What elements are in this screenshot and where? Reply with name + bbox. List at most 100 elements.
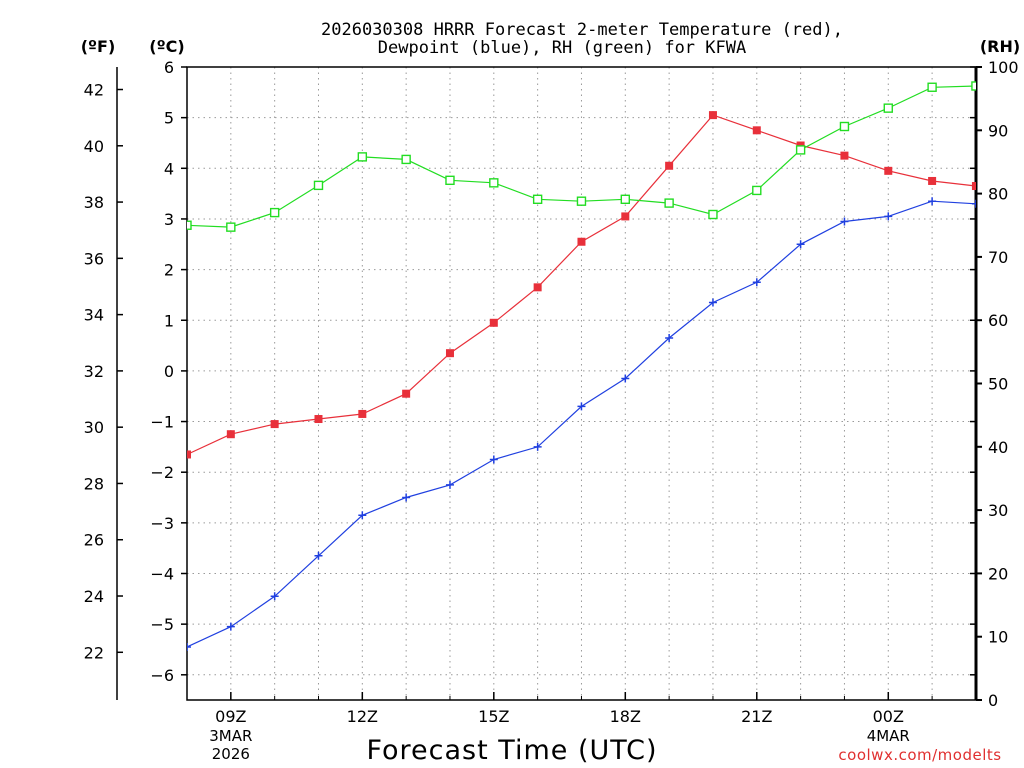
celsius-tick-label: −6	[150, 666, 174, 685]
dewpoint-point	[270, 592, 279, 601]
fahrenheit-tick-label: 40	[84, 137, 104, 156]
dewpoint-point	[752, 278, 761, 287]
temperature-point	[752, 126, 761, 135]
rh-point	[226, 222, 236, 232]
dewpoint-point	[796, 240, 805, 249]
rh-tick-label: 50	[988, 375, 1008, 394]
temperature-point	[708, 111, 717, 120]
x-tick-label: 09Z	[215, 707, 246, 726]
dewpoint-point	[445, 480, 454, 489]
series-open-square	[187, 81, 976, 232]
title-line-1: 2026030308 HRRR Forecast 2-meter Tempera…	[321, 20, 843, 40]
celsius-tick-label: −4	[150, 565, 174, 584]
rh-point	[708, 209, 718, 220]
x-tick-label: 21Z	[741, 707, 772, 726]
dewpoint-point	[708, 298, 717, 307]
temperature-point	[187, 450, 191, 459]
dewpoint-point	[226, 622, 235, 631]
dewpoint-point	[840, 217, 849, 226]
dewpoint-point	[489, 455, 498, 464]
temperature-point	[665, 161, 674, 170]
x-axis-label: Forecast Time (UTC)	[366, 735, 657, 766]
rh-point	[269, 207, 280, 218]
x-tick-label: 18Z	[610, 707, 641, 726]
rh-tick-label: 30	[988, 501, 1008, 520]
rh-tick-label: 20	[988, 564, 1008, 583]
rh-unit-label: (RH)	[980, 37, 1020, 56]
rh-point	[620, 194, 630, 204]
rh-point	[489, 178, 499, 188]
rh-point	[883, 103, 893, 113]
x-date-label: 3MAR	[209, 727, 252, 745]
chart-title: 2026030308 HRRR Forecast 2-meter Tempera…	[321, 20, 843, 58]
rh-tick-label: 90	[988, 121, 1008, 140]
dewpoint-point	[187, 642, 191, 651]
x-tick-label: 00Z	[873, 707, 904, 726]
temperature-point	[971, 182, 976, 191]
series-plus	[187, 197, 976, 651]
tick-labels: 6543210−1−2−3−4−5−6424038363432302826242…	[84, 58, 1019, 763]
source-credit: coolwx.com/modelts	[838, 746, 1001, 764]
celsius-tick-label: −1	[150, 413, 174, 432]
fahrenheit-tick-label: 26	[84, 531, 104, 550]
celsius-tick-label: 5	[164, 109, 174, 128]
fahrenheit-unit-label: (ºF)	[81, 37, 116, 56]
title-line-2: Dewpoint (blue), RH (green) for KFWA	[378, 38, 746, 58]
rh-point	[927, 82, 937, 92]
rh-point	[532, 194, 543, 204]
x-date-label: 4MAR	[867, 727, 910, 745]
celsius-tick-label: 0	[164, 362, 174, 381]
celsius-tick-label: −3	[150, 514, 174, 533]
fahrenheit-tick-label: 28	[84, 474, 104, 493]
celsius-tick-label: −5	[150, 615, 174, 634]
rh-point	[839, 121, 850, 132]
fahrenheit-tick-label: 36	[84, 249, 104, 268]
celsius-tick-label: 6	[164, 58, 174, 77]
dewpoint-point	[884, 212, 893, 221]
rh-tick-label: 70	[988, 248, 1008, 267]
series-line	[187, 200, 976, 648]
celsius-tick-label: 3	[164, 210, 174, 229]
temperature-point	[358, 409, 367, 418]
celsius-tick-label: 1	[164, 311, 174, 330]
temperature-point	[402, 389, 411, 398]
fahrenheit-tick-label: 34	[84, 306, 104, 325]
fahrenheit-tick-label: 22	[84, 643, 104, 662]
rh-point	[664, 198, 674, 208]
temperature-point	[928, 176, 937, 185]
fahrenheit-tick-label: 38	[84, 193, 104, 212]
temperature-point	[314, 415, 323, 424]
rh-point	[187, 220, 192, 230]
rh-tick-label: 10	[988, 628, 1008, 647]
temperature-point	[270, 420, 279, 429]
celsius-unit-label: (ºC)	[149, 37, 184, 56]
fahrenheit-tick-label: 32	[84, 362, 104, 381]
temperature-point	[445, 349, 454, 358]
dewpoint-point	[577, 402, 586, 411]
dewpoint-point	[665, 333, 674, 342]
dewpoint-point	[621, 374, 630, 383]
rh-point	[752, 185, 762, 196]
rh-tick-label: 40	[988, 438, 1008, 457]
x-tick-label: 15Z	[478, 707, 509, 726]
axes	[116, 66, 982, 701]
dewpoint-point	[533, 442, 542, 451]
temperature-point	[226, 430, 235, 439]
gridlines	[187, 66, 976, 700]
fahrenheit-tick-label: 42	[84, 81, 104, 100]
celsius-tick-label: −2	[150, 463, 174, 482]
temperature-point	[884, 166, 893, 175]
x-tick-label: 12Z	[347, 707, 378, 726]
fahrenheit-tick-label: 24	[84, 587, 104, 606]
rh-point	[313, 180, 324, 191]
rh-point	[401, 154, 411, 165]
fahrenheit-tick-label: 30	[84, 418, 104, 437]
rh-point	[971, 81, 976, 91]
dewpoint-point	[358, 511, 367, 520]
series-filled-square	[187, 111, 976, 459]
dewpoint-point	[314, 551, 323, 560]
rh-point	[795, 145, 806, 155]
celsius-tick-label: 2	[164, 261, 174, 280]
x-year-label: 2026	[212, 745, 250, 763]
